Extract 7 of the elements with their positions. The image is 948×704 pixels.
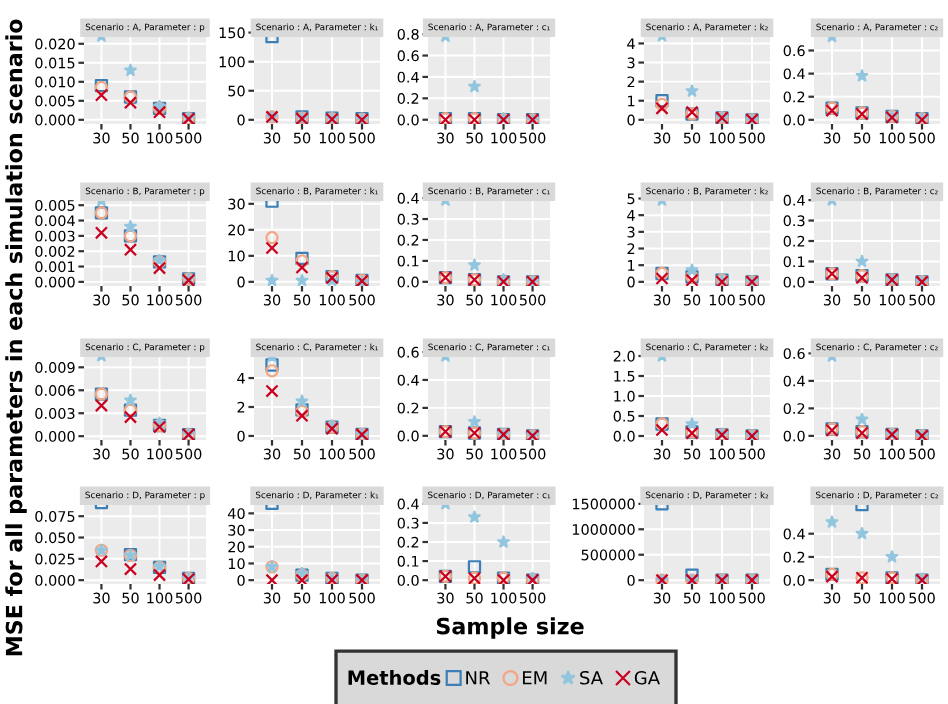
x-axis-title: Sample size	[436, 617, 584, 639]
legend-label: NR	[466, 671, 491, 685]
legend-label: GA	[634, 670, 660, 685]
y-axis-title: MSE for all parameters in each simulation scenario	[5, 19, 27, 656]
legend-title: Methods	[348, 669, 441, 685]
legend-label: EM	[523, 671, 547, 685]
legend-label: SA	[580, 670, 603, 685]
